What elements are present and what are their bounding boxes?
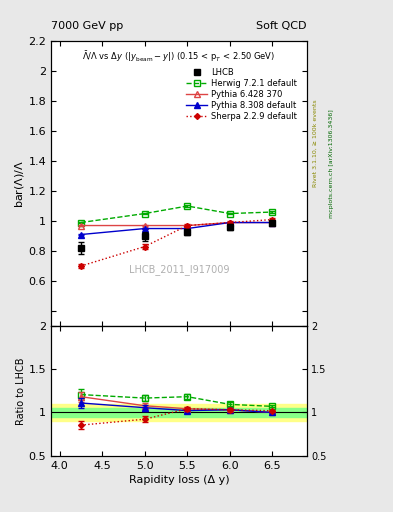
Herwig 7.2.1 default [142,210,147,217]
Pythia 8.308 default [270,220,275,226]
Y-axis label: Ratio to LHCB: Ratio to LHCB [16,357,26,424]
Pythia 6.428 370 [228,220,232,226]
Herwig 7.2.1 default [185,203,190,209]
Bar [51,408,307,417]
Text: LHCB_2011_I917009: LHCB_2011_I917009 [129,264,229,274]
LHCB [142,233,147,239]
Pythia 6.428 370 [185,223,190,229]
Herwig 7.2.1 default [79,220,83,226]
Line: LHCB: LHCB [77,219,276,251]
Pythia 6.428 370 [270,220,275,226]
Text: $\bar{\Lambda}/\Lambda$ vs $\Delta y$ ($|y_{\mathrm{beam}}-y|$) (0.15 < p$_T$ < : $\bar{\Lambda}/\Lambda$ vs $\Delta y$ ($… [82,50,275,65]
Line: Pythia 8.308 default: Pythia 8.308 default [77,219,276,238]
LHCB [185,228,190,234]
LHCB [228,224,232,230]
Bar [51,404,307,421]
Sherpa 2.2.9 default [79,263,83,269]
LHCB [79,245,83,251]
Pythia 6.428 370 [79,223,83,229]
Line: Pythia 6.428 370: Pythia 6.428 370 [77,219,276,229]
Sherpa 2.2.9 default [185,223,190,229]
Pythia 8.308 default [142,225,147,231]
X-axis label: Rapidity loss (Δ y): Rapidity loss (Δ y) [129,475,229,485]
Pythia 8.308 default [228,220,232,226]
Herwig 7.2.1 default [270,209,275,215]
Pythia 8.308 default [185,225,190,231]
Text: Rivet 3.1.10, ≥ 100k events: Rivet 3.1.10, ≥ 100k events [312,99,318,187]
Y-axis label: bar($\Lambda$)/$\Lambda$: bar($\Lambda$)/$\Lambda$ [13,160,26,207]
Text: 7000 GeV pp: 7000 GeV pp [51,21,123,31]
Sherpa 2.2.9 default [270,217,275,223]
Pythia 6.428 370 [142,223,147,229]
LHCB [270,220,275,226]
Herwig 7.2.1 default [228,210,232,217]
Legend: LHCB, Herwig 7.2.1 default, Pythia 6.428 370, Pythia 8.308 default, Sherpa 2.2.9: LHCB, Herwig 7.2.1 default, Pythia 6.428… [184,65,300,123]
Text: Soft QCD: Soft QCD [256,21,307,31]
Sherpa 2.2.9 default [228,220,232,226]
Text: mcplots.cern.ch [arXiv:1306.3436]: mcplots.cern.ch [arXiv:1306.3436] [329,110,334,218]
Sherpa 2.2.9 default [142,244,147,250]
Line: Herwig 7.2.1 default: Herwig 7.2.1 default [77,203,276,226]
Line: Sherpa 2.2.9 default: Sherpa 2.2.9 default [79,218,275,268]
Pythia 8.308 default [79,231,83,238]
